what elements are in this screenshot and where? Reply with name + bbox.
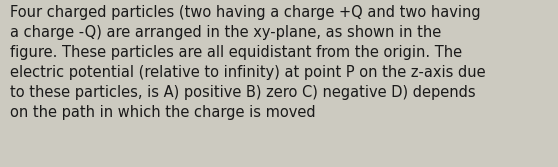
Text: Four charged particles (two having a charge +Q and two having
a charge -Q) are a: Four charged particles (two having a cha… bbox=[10, 5, 485, 120]
